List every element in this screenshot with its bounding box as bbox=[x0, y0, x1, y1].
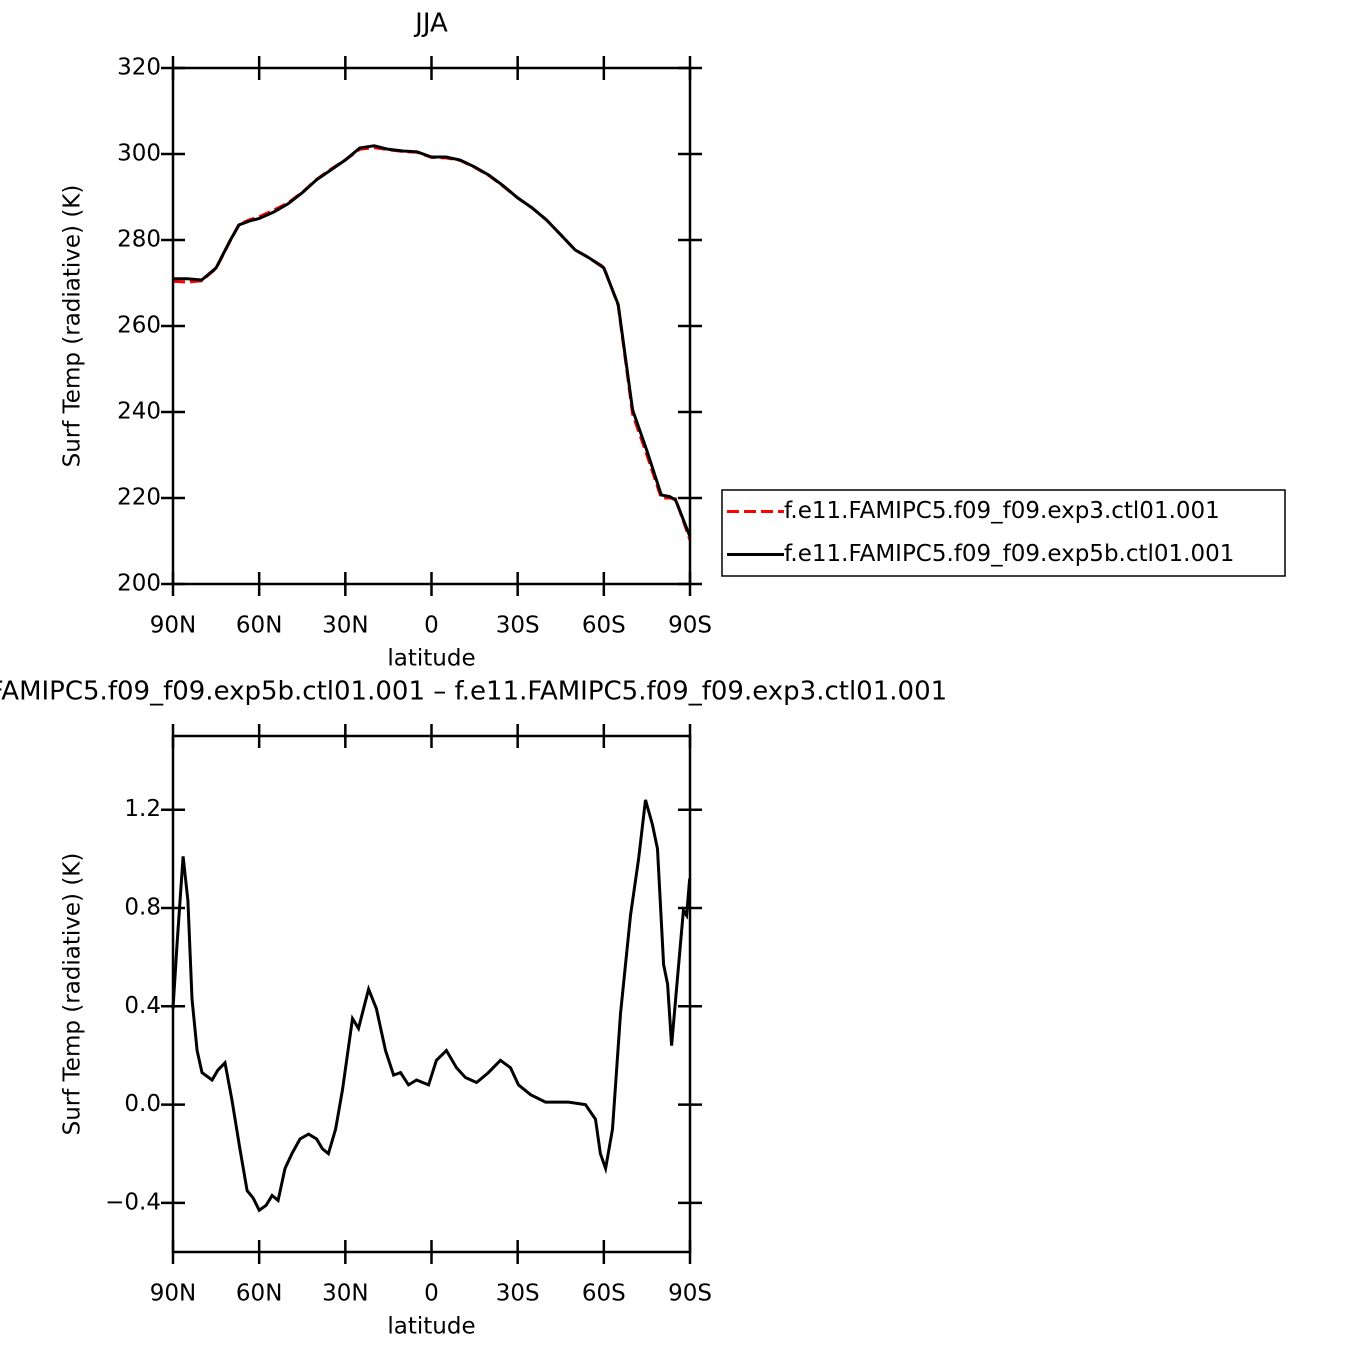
x-tick-label: 60S bbox=[582, 1281, 626, 1307]
x-tick-label: 60N bbox=[236, 1281, 282, 1307]
y-axis-label: Surf Temp (radiative) (K) bbox=[60, 185, 86, 468]
x-axis-label: latitude bbox=[387, 1314, 475, 1340]
x-tick-label: 90S bbox=[668, 1281, 712, 1307]
y-tick-label: 0.8 bbox=[124, 895, 161, 921]
y-tick-label: 320 bbox=[117, 55, 161, 81]
x-tick-label: 0 bbox=[424, 1281, 439, 1307]
legend-box bbox=[721, 489, 1286, 577]
legend-label: f.e11.FAMIPC5.f09_f09.exp3.ctl01.001 bbox=[784, 498, 1220, 524]
y-tick-label: 220 bbox=[117, 485, 161, 511]
chart-title: JJA bbox=[413, 9, 448, 39]
y-tick-label: 260 bbox=[117, 313, 161, 339]
x-tick-label: 30S bbox=[496, 1281, 540, 1307]
y-tick-label: 240 bbox=[117, 399, 161, 425]
y-tick-label: 0.4 bbox=[124, 993, 161, 1019]
y-tick-label: 280 bbox=[117, 227, 161, 253]
y-tick-label: −0.4 bbox=[105, 1189, 161, 1215]
x-tick-label: 90N bbox=[150, 613, 196, 639]
x-tick-label: 90N bbox=[150, 1281, 196, 1307]
data-line bbox=[173, 144, 692, 538]
plot-frame bbox=[171, 66, 692, 586]
y-tick-label: 200 bbox=[117, 571, 161, 597]
legend-label: f.e11.FAMIPC5.f09_f09.exp5b.ctl01.001 bbox=[784, 541, 1234, 567]
x-tick-label: 90S bbox=[668, 613, 712, 639]
x-axis-label: latitude bbox=[387, 646, 475, 672]
y-tick-label: 300 bbox=[117, 141, 161, 167]
y-axis-label: Surf Temp (radiative) (K) bbox=[60, 853, 86, 1136]
x-tick-label: 30N bbox=[322, 613, 368, 639]
y-tick-label: 1.2 bbox=[124, 796, 161, 822]
plot-frame bbox=[171, 734, 692, 1254]
x-tick-label: 60N bbox=[236, 613, 282, 639]
chart-title: f.e11.FAMIPC5.f09_f09.exp5b.ctl01.001 – … bbox=[0, 677, 947, 707]
x-tick-label: 60S bbox=[582, 613, 626, 639]
x-tick-label: 30N bbox=[322, 1281, 368, 1307]
data-line bbox=[171, 799, 692, 1213]
data-line bbox=[172, 146, 692, 541]
x-tick-label: 30S bbox=[496, 613, 540, 639]
x-tick-label: 0 bbox=[424, 613, 439, 639]
y-tick-label: 0.0 bbox=[124, 1091, 161, 1117]
